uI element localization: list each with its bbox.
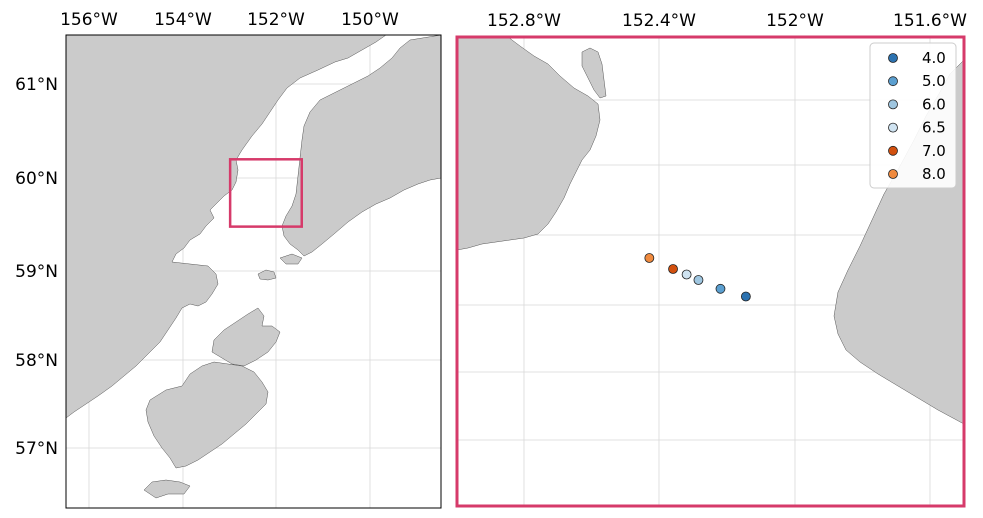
legend-label-8-0: 8.0 bbox=[922, 165, 946, 183]
detail-west-coast-land bbox=[457, 37, 601, 251]
overview-map[interactable]: 156°W 154°W 152°W 150°W 61°N 60°N 59°N 5… bbox=[15, 10, 442, 509]
legend-label-6-5: 6.5 bbox=[922, 119, 946, 137]
legend-marker-7-0 bbox=[888, 145, 898, 156]
legend-label-5-0: 5.0 bbox=[922, 72, 946, 90]
legend-label-6-0: 6.0 bbox=[922, 95, 946, 113]
sample-point-4-0 bbox=[740, 291, 751, 302]
legend-marker-6-0 bbox=[888, 99, 898, 110]
kenai-peninsula-land bbox=[281, 35, 441, 257]
legend-label-7-0: 7.0 bbox=[922, 142, 946, 160]
lon-label-156w: 156°W bbox=[60, 10, 118, 30]
sample-point-7-0 bbox=[668, 264, 678, 274]
mainland-west-land bbox=[66, 35, 387, 419]
sample-point-5-0 bbox=[715, 283, 726, 294]
legend-marker-5-0 bbox=[888, 76, 898, 87]
legend-marker-8-0 bbox=[888, 169, 898, 179]
detail-map-frame bbox=[455, 35, 966, 508]
overview-lat-labels: 61°N 60°N 59°N 58°N 57°N bbox=[15, 75, 58, 459]
sample-point-6-5 bbox=[681, 269, 692, 280]
lon-label-152w: 152°W bbox=[247, 10, 305, 30]
sample-points bbox=[644, 253, 751, 302]
lon-label-150w: 150°W bbox=[341, 10, 399, 30]
lat-label-60n: 60°N bbox=[15, 169, 58, 189]
afognak-island-land bbox=[211, 307, 281, 367]
detail-island-land bbox=[581, 47, 607, 99]
lat-label-61n: 61°N bbox=[15, 75, 58, 95]
lon-label-152-8w: 152.8°W bbox=[487, 11, 561, 31]
chirikof-island-land bbox=[143, 479, 191, 499]
lon-label-152w-detail: 152°W bbox=[766, 11, 824, 31]
lat-label-57n: 57°N bbox=[15, 439, 58, 459]
lat-label-59n: 59°N bbox=[15, 262, 58, 282]
sample-point-6-0 bbox=[693, 275, 704, 285]
lat-label-58n: 58°N bbox=[15, 351, 58, 371]
overview-lon-labels: 156°W 154°W 152°W 150°W bbox=[60, 10, 399, 30]
detail-lon-labels: 152.8°W 152.4°W 152°W 151.6°W bbox=[487, 11, 967, 31]
lon-label-152-4w: 152.4°W bbox=[622, 11, 696, 31]
sample-point-8-0 bbox=[644, 253, 655, 263]
kodiak-island-land bbox=[145, 361, 269, 469]
barren-island-land bbox=[257, 269, 277, 281]
lon-label-151-6w: 151.6°W bbox=[893, 11, 967, 31]
legend-label-4-0: 4.0 bbox=[922, 49, 946, 67]
legend-marker-4-0 bbox=[888, 53, 898, 63]
inset-extent-box[interactable] bbox=[228, 158, 303, 228]
small-islet-land bbox=[279, 253, 303, 265]
lon-label-154w: 154°W bbox=[154, 10, 212, 30]
overview-map-frame bbox=[65, 34, 442, 509]
legend-marker-6-5 bbox=[888, 122, 898, 133]
detail-map[interactable]: 4.0 5.0 6.0 6.5 7.0 8.0 152.8°W 152.4°W 152°W… bbox=[455, 11, 967, 508]
legend[interactable]: 4.0 5.0 6.0 6.5 7.0 8.0 bbox=[869, 42, 957, 189]
